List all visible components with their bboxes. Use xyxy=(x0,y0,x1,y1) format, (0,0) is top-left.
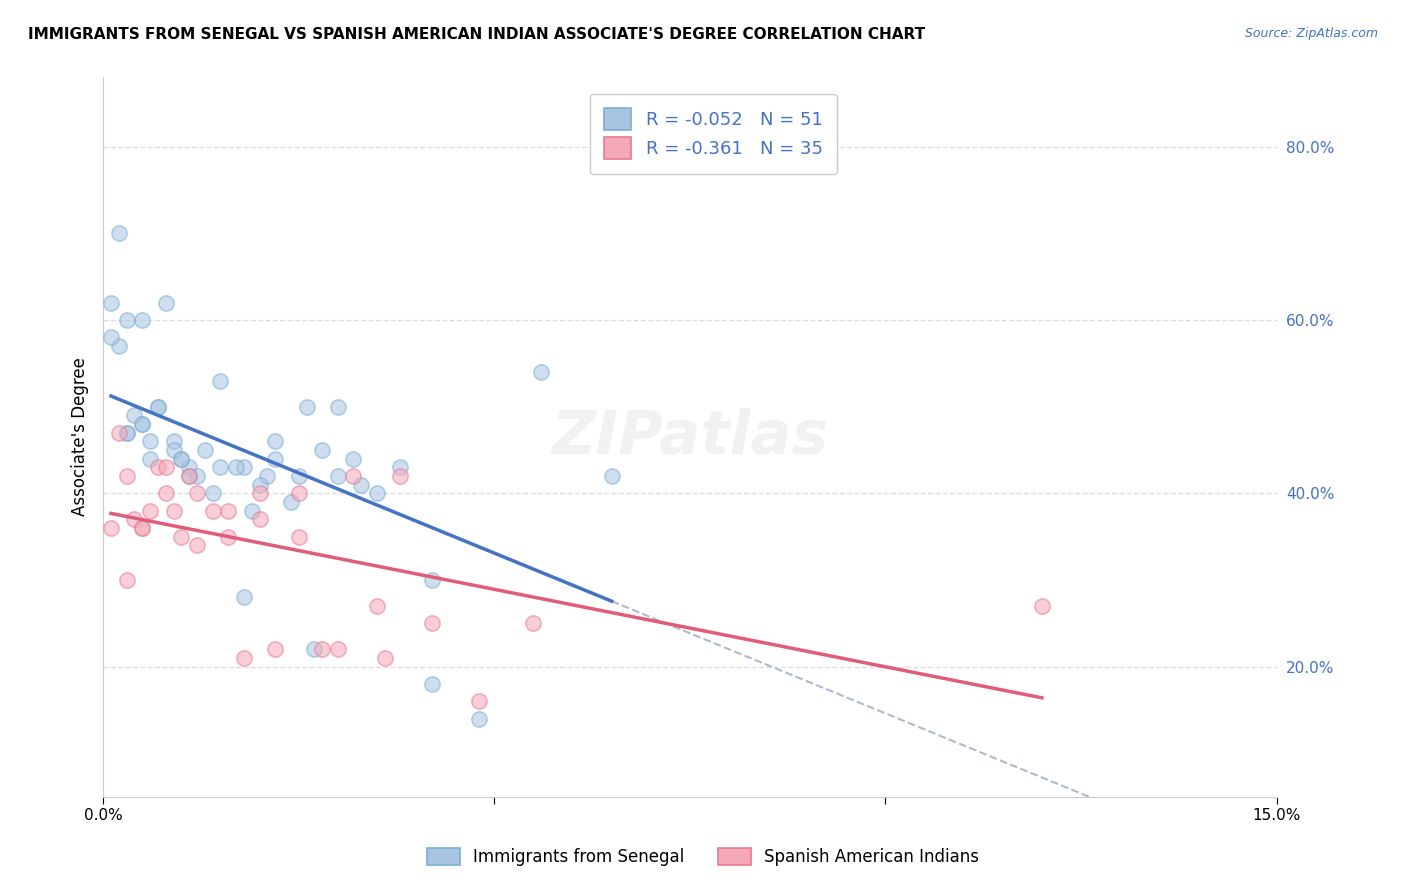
Point xyxy=(264,642,287,657)
Text: Source: ZipAtlas.com: Source: ZipAtlas.com xyxy=(1244,27,1378,40)
Point xyxy=(209,374,232,388)
Point xyxy=(170,530,193,544)
Point xyxy=(107,339,129,353)
Point xyxy=(389,460,412,475)
Point xyxy=(201,486,224,500)
Point xyxy=(600,469,623,483)
Point xyxy=(115,313,138,327)
Point xyxy=(115,469,138,483)
Point xyxy=(146,460,169,475)
Point xyxy=(124,409,146,423)
Point xyxy=(131,417,153,431)
Point xyxy=(131,313,153,327)
Point xyxy=(186,486,208,500)
Point xyxy=(146,400,169,414)
Point xyxy=(209,460,232,475)
Point xyxy=(350,477,373,491)
Point xyxy=(131,417,153,431)
Point xyxy=(232,591,254,605)
Point xyxy=(155,460,177,475)
Point xyxy=(100,521,122,535)
Point xyxy=(256,469,278,483)
Point xyxy=(124,512,146,526)
Point xyxy=(304,642,326,657)
Point xyxy=(249,477,271,491)
Point xyxy=(311,443,333,458)
Point xyxy=(115,573,138,587)
Point xyxy=(326,469,349,483)
Point xyxy=(155,295,177,310)
Y-axis label: Associate's Degree: Associate's Degree xyxy=(72,358,89,516)
Point xyxy=(287,530,309,544)
Point xyxy=(107,227,129,241)
Text: IMMIGRANTS FROM SENEGAL VS SPANISH AMERICAN INDIAN ASSOCIATE'S DEGREE CORRELATIO: IMMIGRANTS FROM SENEGAL VS SPANISH AMERI… xyxy=(28,27,925,42)
Point xyxy=(280,495,302,509)
Point xyxy=(131,521,153,535)
Point xyxy=(240,504,263,518)
Point xyxy=(522,616,544,631)
Point xyxy=(115,425,138,440)
Point xyxy=(146,400,169,414)
Point xyxy=(162,443,184,458)
Point xyxy=(100,330,122,344)
Point xyxy=(139,451,162,466)
Point xyxy=(467,694,489,708)
Point xyxy=(366,486,388,500)
Point xyxy=(170,451,193,466)
Point xyxy=(115,425,138,440)
Point xyxy=(179,460,201,475)
Point xyxy=(179,469,201,483)
Point xyxy=(155,486,177,500)
Point xyxy=(217,504,239,518)
Point xyxy=(232,460,254,475)
Point xyxy=(311,642,333,657)
Point xyxy=(139,504,162,518)
Point xyxy=(326,642,349,657)
Point xyxy=(467,712,489,726)
Point xyxy=(139,434,162,449)
Point xyxy=(162,504,184,518)
Point xyxy=(295,400,318,414)
Legend: R = -0.052   N = 51, R = -0.361   N = 35: R = -0.052 N = 51, R = -0.361 N = 35 xyxy=(589,94,837,174)
Point xyxy=(420,616,443,631)
Point xyxy=(287,469,309,483)
Point xyxy=(389,469,412,483)
Point xyxy=(1031,599,1053,613)
Point xyxy=(326,400,349,414)
Point xyxy=(342,451,364,466)
Point xyxy=(374,651,396,665)
Point xyxy=(186,469,208,483)
Legend: Immigrants from Senegal, Spanish American Indians: Immigrants from Senegal, Spanish America… xyxy=(418,840,988,875)
Point xyxy=(420,573,443,587)
Point xyxy=(232,651,254,665)
Point xyxy=(179,469,201,483)
Point xyxy=(264,451,287,466)
Point xyxy=(420,677,443,691)
Point xyxy=(186,538,208,552)
Text: ZIPatlas: ZIPatlas xyxy=(551,408,828,467)
Point xyxy=(287,486,309,500)
Point xyxy=(366,599,388,613)
Point xyxy=(217,530,239,544)
Point xyxy=(100,295,122,310)
Point xyxy=(249,486,271,500)
Point xyxy=(342,469,364,483)
Point xyxy=(162,434,184,449)
Point xyxy=(107,425,129,440)
Point xyxy=(201,504,224,518)
Point xyxy=(194,443,217,458)
Point xyxy=(530,365,553,379)
Point xyxy=(170,451,193,466)
Point xyxy=(264,434,287,449)
Point xyxy=(225,460,247,475)
Point xyxy=(249,512,271,526)
Point xyxy=(131,521,153,535)
